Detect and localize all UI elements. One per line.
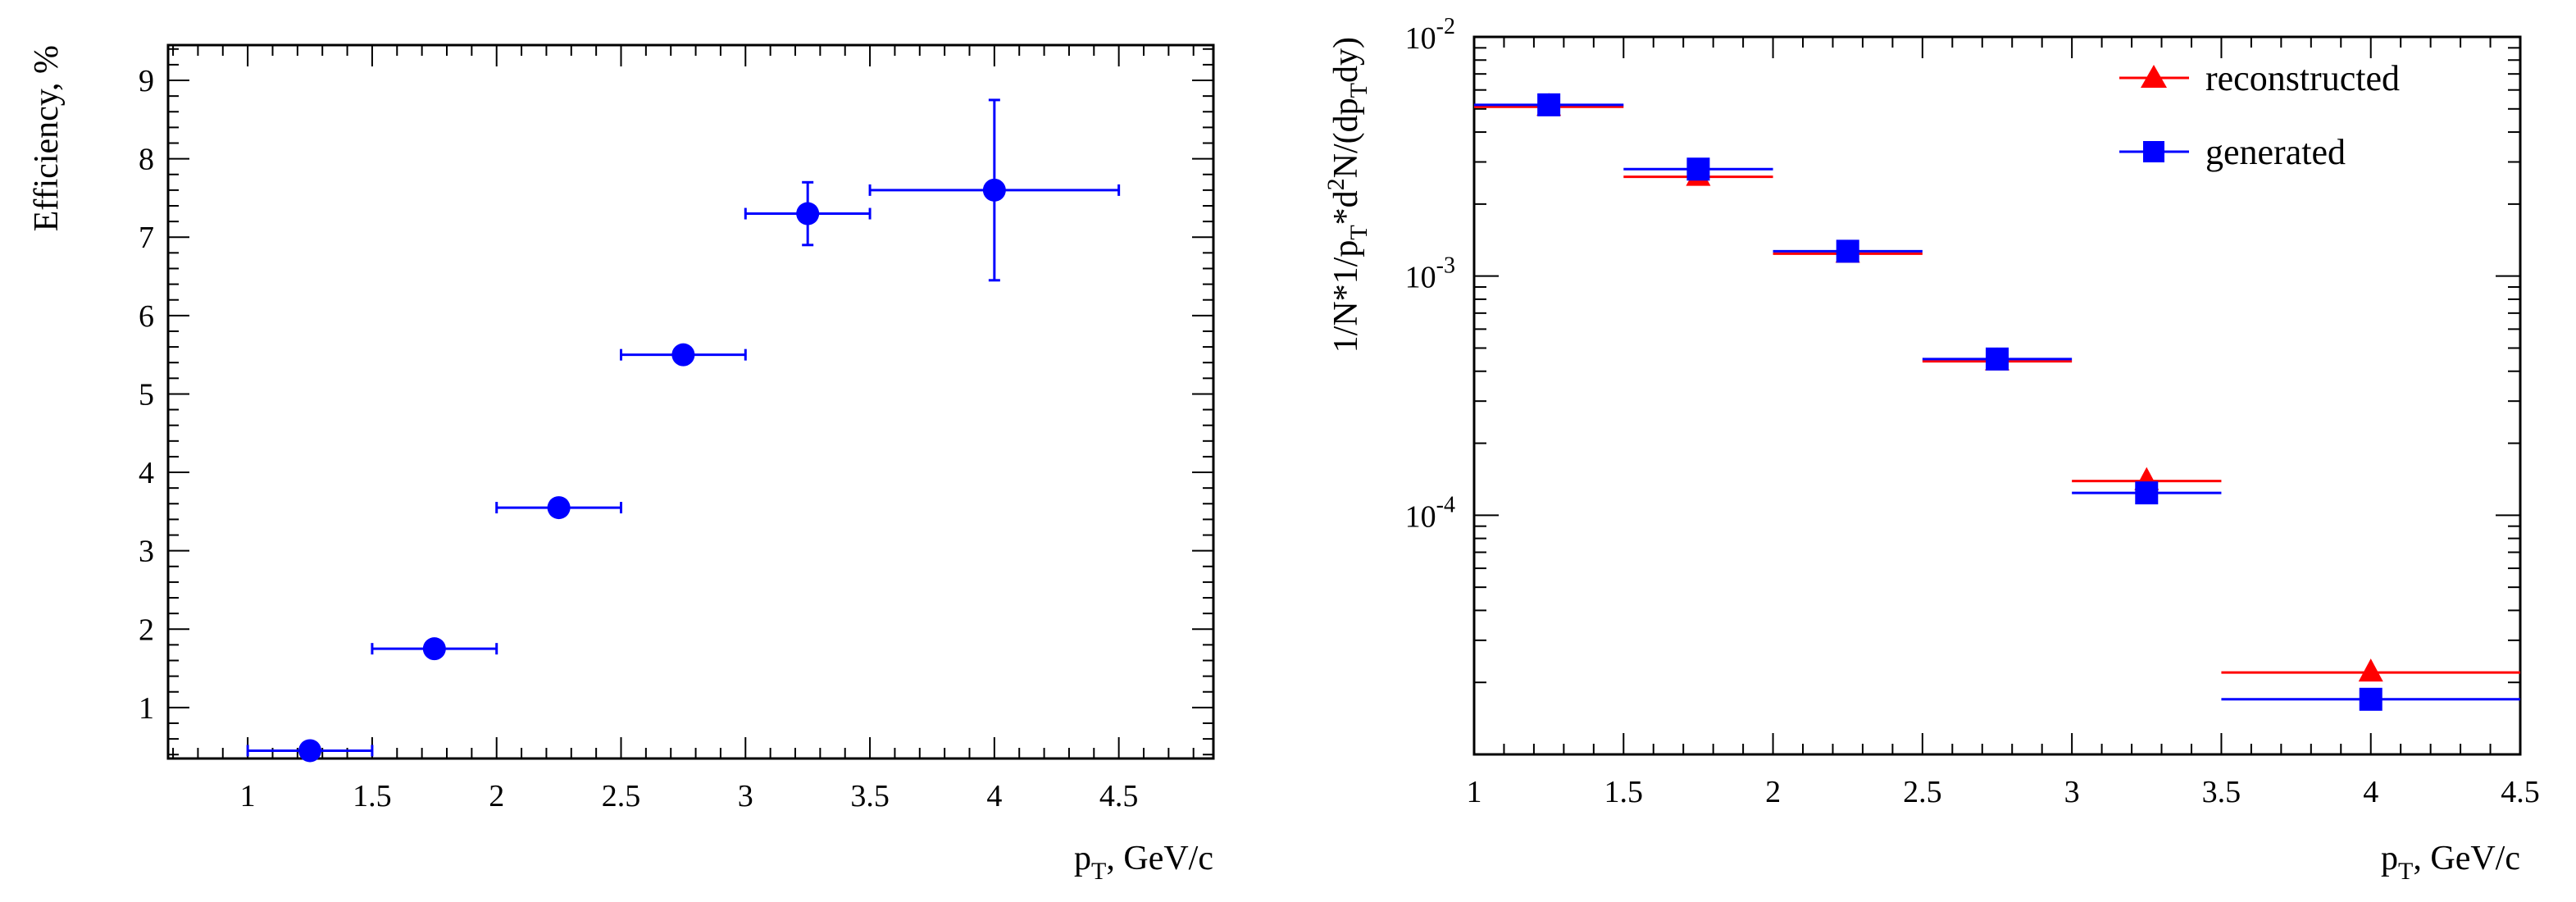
legend: reconstructed generated <box>2119 58 2400 172</box>
left-plot-frame <box>166 43 1215 760</box>
left-y-tick-label: 7 <box>139 221 154 255</box>
left-y-tick-label: 9 <box>139 64 154 98</box>
data-point <box>1474 93 1624 116</box>
data-point <box>371 637 498 661</box>
right-y-tick-label: 10-3 <box>1405 253 1455 295</box>
square-marker <box>1537 93 1561 116</box>
triangle-marker <box>2358 658 2383 682</box>
circle-marker <box>422 637 446 661</box>
right-x-tick-label: 1 <box>1467 775 1482 809</box>
data-point <box>1773 239 1923 263</box>
left-y-tick-label: 1 <box>139 691 154 726</box>
circle-marker <box>298 739 322 763</box>
left-y-tick-label: 5 <box>139 377 154 412</box>
data-point <box>495 496 622 520</box>
left-y-tick-label: 4 <box>139 456 154 490</box>
circle-marker <box>671 343 695 367</box>
legend-reconstructed-marker <box>2141 65 2167 88</box>
left-x-tick-label: 4 <box>986 779 1002 813</box>
left-x-tick-label: 2 <box>489 779 504 813</box>
right-y-tick-label: 10-2 <box>1405 14 1455 56</box>
left-x-axis-label: pT, GeV/c <box>1074 840 1213 885</box>
right-x-tick-label: 4.5 <box>2501 775 2540 809</box>
legend-reconstructed-label: reconstructed <box>2205 58 2400 98</box>
right-x-tick-label: 3.5 <box>2202 775 2241 809</box>
left-ticks <box>168 45 1213 758</box>
square-marker <box>2359 687 2383 711</box>
legend-generated-marker <box>2143 141 2164 162</box>
right-plot-frame <box>1472 35 2522 756</box>
data-point <box>620 343 747 367</box>
left-data-series <box>246 98 1121 763</box>
left-x-tick-label: 3.5 <box>850 779 890 813</box>
data-point <box>2072 481 2222 505</box>
right-x-tick-label: 2 <box>1765 775 1781 809</box>
legend-generated-label: generated <box>2205 132 2346 172</box>
right-x-tick-label: 1.5 <box>1604 775 1644 809</box>
right-x-axis-label: pT, GeV/c <box>2381 840 2520 885</box>
left-y-tick-label: 3 <box>139 535 154 569</box>
data-point <box>744 180 872 247</box>
square-marker <box>1986 347 2009 371</box>
left-x-tick-label: 1.5 <box>353 779 392 813</box>
left-x-tick-label: 1 <box>240 779 256 813</box>
data-point <box>1623 157 1773 181</box>
left-y-tick-label: 8 <box>139 143 154 177</box>
right-x-tick-label: 4 <box>2363 775 2378 809</box>
data-point <box>2221 687 2520 711</box>
circle-marker <box>982 178 1006 202</box>
left-y-tick-label: 6 <box>139 299 154 334</box>
data-point <box>246 739 374 763</box>
left-tick-labels: 1 1.5 2 2.5 3 3.5 4 4.5 1 2 3 4 5 6 7 8 9 <box>139 64 1138 813</box>
left-y-tick-label: 2 <box>139 613 154 647</box>
circle-marker <box>547 496 571 520</box>
square-marker <box>1836 239 1859 263</box>
right-x-tick-label: 2.5 <box>1903 775 1942 809</box>
data-point <box>2221 658 2520 682</box>
right-data-series <box>1474 93 2520 711</box>
right-y-tick-label: 10-4 <box>1405 492 1455 534</box>
data-point <box>868 98 1121 282</box>
square-marker <box>1686 157 1710 181</box>
left-x-tick-label: 4.5 <box>1099 779 1139 813</box>
right-ticks <box>1473 36 2521 755</box>
right-y-axis-label: 1/N*1/pT*d2N/(dpTdy) <box>1322 37 1372 353</box>
right-tick-labels: 1 1.5 2 2.5 3 3.5 4 4.5 10-2 10-3 10-4 <box>1405 14 2540 809</box>
square-marker <box>2135 481 2159 505</box>
left-x-tick-label: 3 <box>738 779 753 813</box>
left-y-axis-label: Efficiency, % <box>28 45 66 231</box>
pt-spectrum-plot: 1 1.5 2 2.5 3 3.5 4 4.5 10-2 10-3 10-4 1/N*1/pT*d2… <box>1322 14 2540 885</box>
left-x-tick-label: 2.5 <box>602 779 641 813</box>
right-x-tick-label: 3 <box>2064 775 2080 809</box>
circle-marker <box>796 202 820 226</box>
data-point <box>1922 347 2073 371</box>
